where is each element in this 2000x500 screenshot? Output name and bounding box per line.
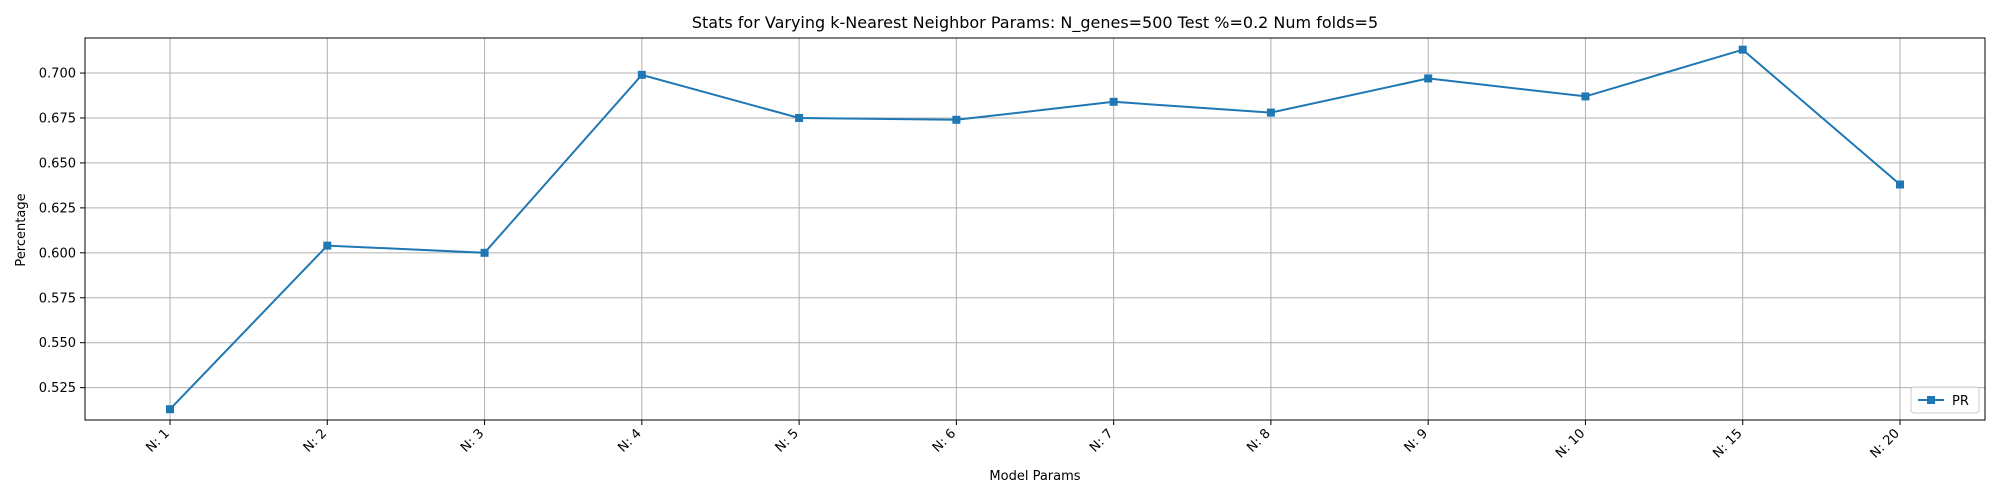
data-point-marker [323, 241, 332, 250]
y-tick-label: 0.650 [39, 156, 76, 171]
legend: PR [1910, 386, 1980, 414]
legend-label-pr: PR [1952, 394, 1969, 409]
x-axis-title: Model Params [989, 469, 1080, 484]
legend-box [1910, 386, 1980, 414]
data-point-marker [1266, 108, 1275, 117]
y-tick-label: 0.525 [39, 381, 76, 396]
x-tick-label: N: 3 [458, 426, 487, 455]
legend-square-marker [1927, 396, 1935, 404]
data-point-marker [952, 115, 961, 124]
data-point-marker [1424, 74, 1433, 83]
plot-frame [84, 37, 1986, 421]
y-axis-title: Percentage [14, 193, 29, 266]
grid [85, 38, 1985, 420]
y-axis: 0.525 0.550 0.575 0.600 0.625 0.650 0.675 0.700 [39, 67, 85, 396]
y-tick-label: 0.700 [39, 67, 76, 82]
x-tick-label: N: 9 [1402, 426, 1431, 455]
x-tick-label: N: 7 [1087, 426, 1116, 455]
x-tick-label: N: 6 [930, 426, 959, 455]
data-point-marker [1581, 92, 1590, 101]
y-tick-label: 0.600 [39, 246, 76, 261]
x-tick-label: N: 8 [1244, 426, 1273, 455]
y-tick-label: 0.550 [39, 336, 76, 351]
data-point-marker [1109, 97, 1118, 106]
x-tick-label: N: 10 [1553, 426, 1588, 461]
y-tick-label: 0.675 [39, 111, 76, 126]
x-tick-label: N: 15 [1710, 426, 1745, 461]
data-point-marker [637, 70, 646, 79]
x-tick-label: N: 20 [1868, 426, 1903, 461]
y-tick-label: 0.625 [39, 201, 76, 216]
data-point-marker [795, 113, 804, 122]
data-point-marker [1738, 45, 1747, 54]
x-tick-label: N: 2 [301, 426, 330, 455]
data-point-marker [166, 405, 174, 414]
x-tick-label: N: 5 [773, 426, 802, 455]
x-tick-label: N: 4 [615, 426, 644, 455]
y-tick-label: 0.575 [39, 291, 76, 306]
series-layer [166, 45, 1904, 414]
data-point-marker [1896, 180, 1904, 189]
series-line-pr [169, 48, 1901, 410]
x-tick-label: N: 1 [143, 426, 172, 455]
chart-title: Stats for Varying k-Nearest Neighbor Par… [692, 13, 1378, 33]
data-point-marker [480, 248, 489, 257]
x-axis: N: 1 N: 2 N: 3 N: 4 N: 5 N: 6 N: 7 N: 8 N: 9 N: 1… [143, 420, 1903, 461]
